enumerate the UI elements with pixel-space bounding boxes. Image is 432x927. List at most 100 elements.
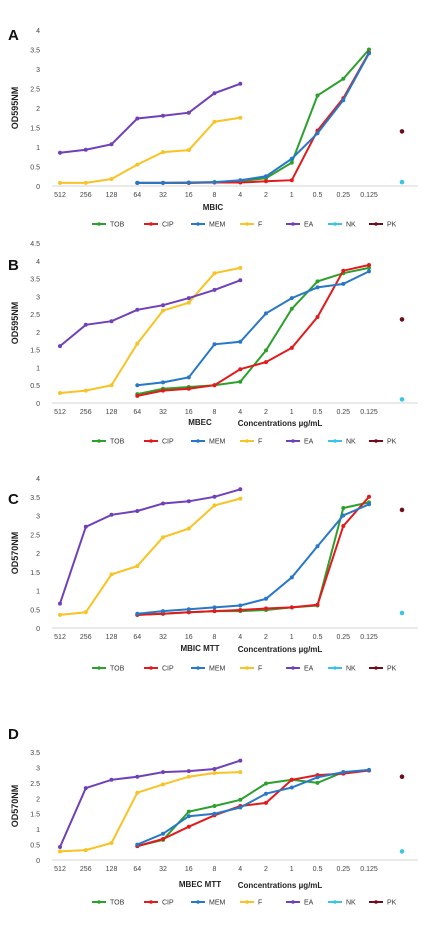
legend-item-ea: EA: [286, 439, 314, 446]
legend-swatch-marker: [97, 666, 101, 670]
data-point-f: [161, 308, 165, 313]
x-axis-label-right: Concentrations µg/mL: [238, 881, 323, 890]
y-tick-label: 0.5: [30, 843, 40, 850]
legend-item-ea: EA: [286, 900, 314, 907]
legend-swatch-marker: [97, 222, 101, 226]
data-point-mem: [161, 180, 165, 185]
x-tick-label: 32: [159, 866, 167, 873]
x-tick-label: 2: [264, 409, 268, 416]
legend-item-mem: MEM: [191, 439, 226, 446]
data-point-f: [212, 119, 217, 124]
data-point-ea: [161, 113, 165, 118]
data-point-ea: [238, 81, 243, 86]
data-point-cip: [238, 367, 243, 372]
data-point-mem: [135, 842, 140, 847]
data-point-ea: [186, 110, 191, 115]
data-point-f: [161, 782, 165, 787]
legend-swatch-marker: [245, 222, 249, 226]
legend-swatch-marker: [149, 439, 153, 443]
data-point-mem: [238, 339, 243, 344]
data-point-cip: [289, 777, 294, 782]
legend-item-tob: TOB: [92, 666, 125, 673]
data-point-ea: [135, 509, 140, 513]
data-point-tob: [289, 306, 294, 311]
x-tick-label: 64: [133, 866, 141, 873]
control-point-nk: [399, 179, 405, 185]
y-tick-label: 1: [36, 589, 40, 596]
data-point-cip: [315, 315, 320, 319]
x-tick-label: 32: [159, 634, 167, 641]
data-point-cip: [341, 268, 346, 273]
y-tick-label: 3: [36, 67, 40, 74]
legend-swatch-marker: [374, 439, 378, 443]
data-point-cip: [238, 608, 243, 612]
data-point-f: [186, 774, 191, 779]
data-point-mem: [186, 607, 191, 612]
x-tick-label: 1: [290, 409, 294, 416]
data-point-mem: [161, 380, 165, 385]
legend-label: MEM: [209, 222, 226, 229]
data-point-ea: [212, 287, 217, 292]
legend-item-pk: PK: [369, 439, 397, 446]
legend-item-cip: CIP: [144, 666, 174, 673]
series-line-mem: [137, 503, 370, 615]
legend-swatch-marker: [333, 666, 337, 670]
y-tick-label: 4: [36, 476, 40, 483]
legend-swatch-marker: [291, 666, 295, 670]
x-tick-label: 256: [80, 192, 92, 199]
x-tick-label: 4: [238, 634, 242, 641]
data-point-f: [186, 148, 191, 153]
legend-label: F: [258, 222, 262, 229]
data-point-mem: [212, 342, 217, 347]
data-point-f: [83, 388, 88, 393]
data-point-f: [186, 300, 191, 305]
x-tick-label: 16: [185, 409, 193, 416]
control-point-pk: [399, 774, 405, 779]
data-point-mem: [238, 178, 243, 183]
x-tick-label: 1: [290, 866, 294, 873]
legend-swatch-marker: [291, 900, 295, 904]
data-point-f: [83, 848, 88, 853]
legend-item-cip: CIP: [144, 222, 174, 229]
y-tick-label: 1: [36, 145, 40, 152]
y-tick-label: 1.5: [30, 126, 40, 133]
legend-item-f: F: [240, 666, 262, 673]
x-tick-label: 0.5: [313, 192, 323, 199]
legend-label: CIP: [162, 666, 174, 673]
series-line-f: [59, 497, 241, 616]
data-point-f: [109, 572, 114, 577]
legend-item-pk: PK: [369, 900, 397, 907]
data-point-cip: [315, 602, 320, 607]
data-point-mem: [212, 605, 217, 610]
legend-item-ea: EA: [286, 222, 314, 229]
data-point-ea: [161, 303, 165, 308]
data-point-cip: [161, 837, 165, 841]
legend-label: TOB: [110, 439, 125, 446]
data-point-mem: [264, 791, 268, 796]
legend-item-tob: TOB: [92, 900, 125, 907]
data-point-mem: [315, 775, 320, 780]
y-tick-label: 4.5: [30, 241, 40, 248]
series-line-tob: [137, 48, 370, 184]
data-point-f: [109, 841, 114, 845]
series-line-ea: [59, 82, 241, 154]
legend-swatch-marker: [97, 439, 101, 443]
y-tick-label: 3: [36, 514, 40, 521]
data-point-mem: [367, 51, 371, 56]
x-tick-label: 4: [238, 866, 242, 873]
data-point-ea: [83, 147, 88, 152]
data-point-mem: [289, 156, 294, 161]
x-tick-label: 8: [213, 192, 217, 199]
data-point-mem: [135, 611, 140, 616]
x-tick-label: 0.5: [313, 866, 323, 873]
legend-swatch-marker: [196, 439, 200, 443]
series-line-f: [59, 771, 241, 853]
data-point-tob: [289, 160, 294, 165]
data-point-tob: [315, 279, 320, 284]
data-point-f: [135, 341, 140, 346]
data-point-ea: [58, 150, 62, 155]
y-tick-label: 1.5: [30, 812, 40, 819]
data-point-ea: [58, 344, 62, 349]
